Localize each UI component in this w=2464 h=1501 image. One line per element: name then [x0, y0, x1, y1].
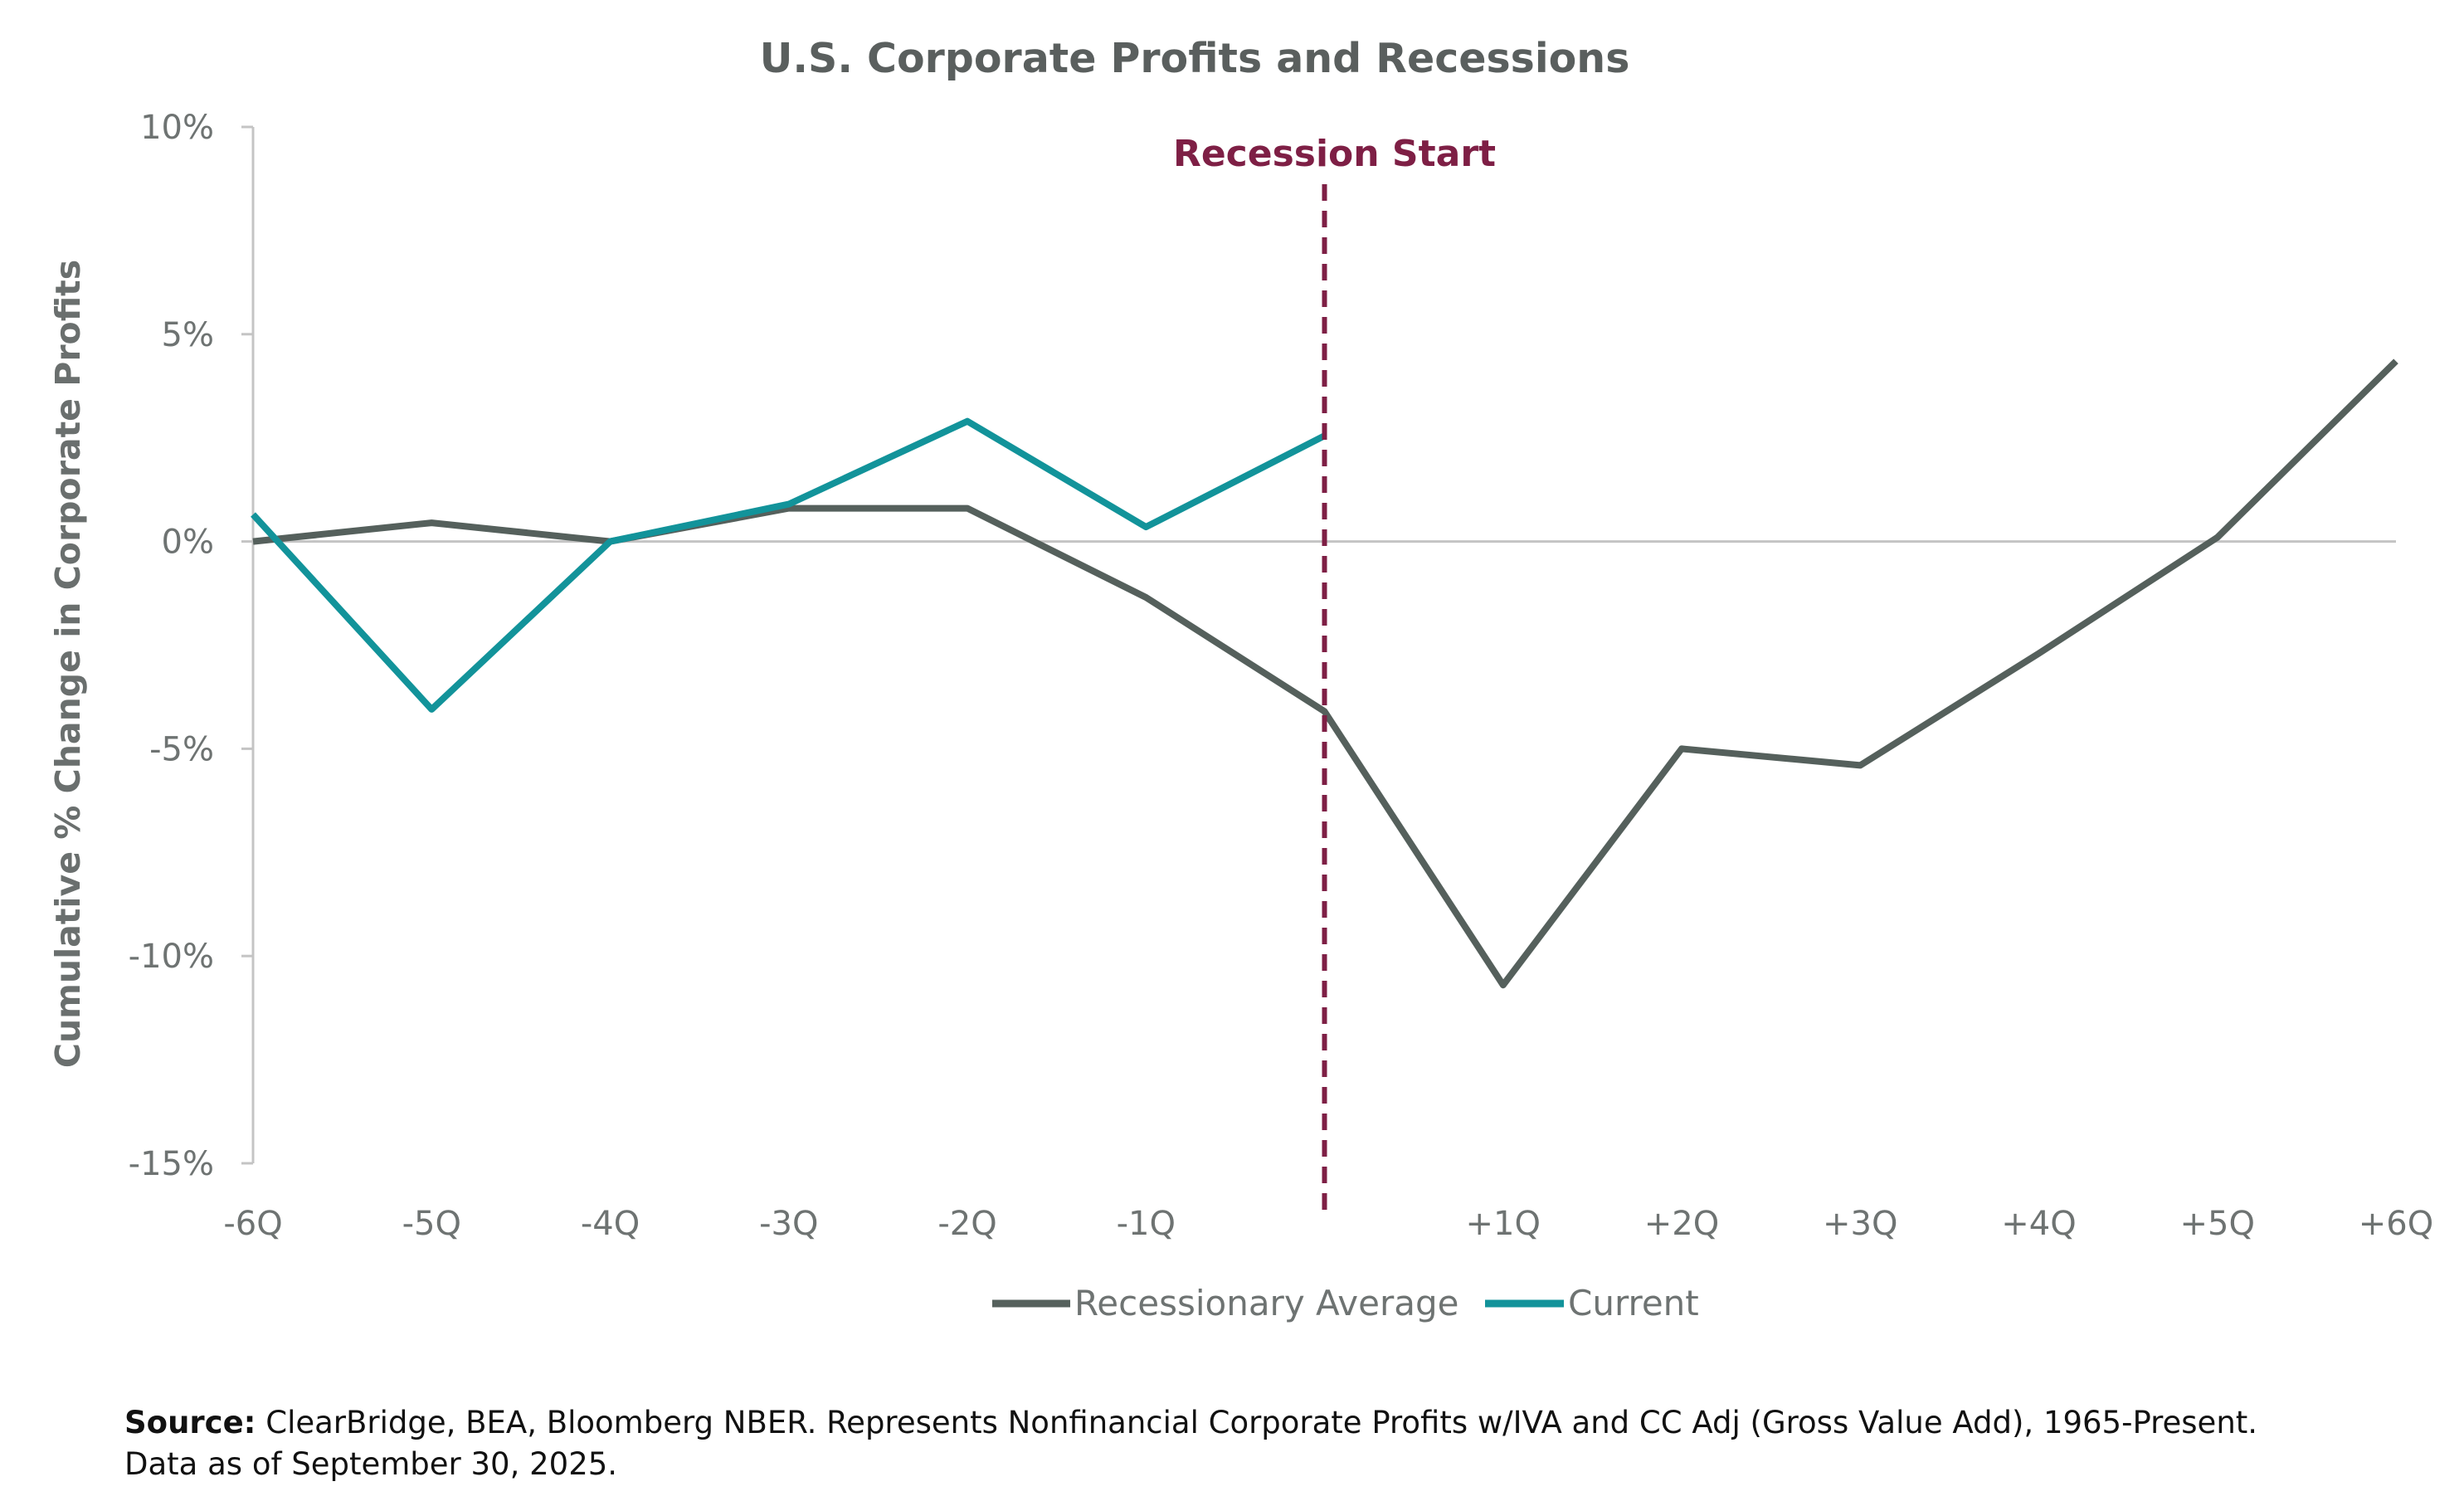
legend: Recessionary Average Current	[992, 1283, 1699, 1323]
y-tick-label: 10%	[140, 109, 214, 147]
x-tick-label: +6Q	[2359, 1205, 2433, 1243]
source-note: Source: ClearBridge, BEA, Bloomberg NBER…	[124, 1402, 2414, 1485]
source-text: ClearBridge, BEA, Bloomberg NBER. Repres…	[256, 1405, 2258, 1440]
chart-title: U.S. Corporate Profits and Recessions	[760, 35, 1630, 82]
x-tick-label: -2Q	[937, 1205, 996, 1243]
legend-label-current: Current	[1568, 1283, 1699, 1323]
source-line-1: Source: ClearBridge, BEA, Bloomberg NBER…	[124, 1402, 2414, 1444]
x-tick-label: +2Q	[1644, 1205, 1719, 1243]
y-tick-label: -15%	[129, 1145, 214, 1183]
y-tick-label: 5%	[162, 316, 214, 354]
legend-label-recessionary-average: Recessionary Average	[1074, 1283, 1459, 1323]
x-tick-label: -6Q	[223, 1205, 282, 1243]
y-tick-label: -10%	[129, 938, 214, 976]
y-tick-label: 0%	[162, 524, 214, 562]
series-lines	[251, 358, 2398, 989]
x-tick-label: +1Q	[1466, 1205, 1541, 1243]
recession-start-label: Recession Start	[1173, 133, 1496, 175]
x-tick-label: +3Q	[1823, 1205, 1897, 1243]
x-tick-label: -1Q	[1117, 1205, 1176, 1243]
axes	[241, 125, 2396, 1165]
y-tick-label: -5%	[149, 730, 214, 768]
recession-annotation: Recession Start	[1173, 133, 1496, 1210]
x-tick-label: -4Q	[581, 1205, 640, 1243]
y-axis-label: Cumulative % Change in Corporate Profits	[48, 260, 88, 1068]
x-tick-label: +4Q	[2001, 1205, 2076, 1243]
y-tick-labels: 10% 5% 0% -5% -10% -15%	[129, 109, 214, 1183]
x-tick-label: -3Q	[759, 1205, 818, 1243]
x-tick-label: +5Q	[2180, 1205, 2255, 1243]
source-line-2: Data as of September 30, 2025.	[124, 1446, 618, 1482]
x-tick-label: -5Q	[402, 1205, 461, 1243]
series-line-current	[251, 417, 1327, 713]
x-tick-labels: -6Q -5Q -4Q -3Q -2Q -1Q +1Q +2Q +3Q +4Q +5Q +6Q	[223, 1205, 2433, 1243]
source-label: Source:	[124, 1405, 256, 1440]
